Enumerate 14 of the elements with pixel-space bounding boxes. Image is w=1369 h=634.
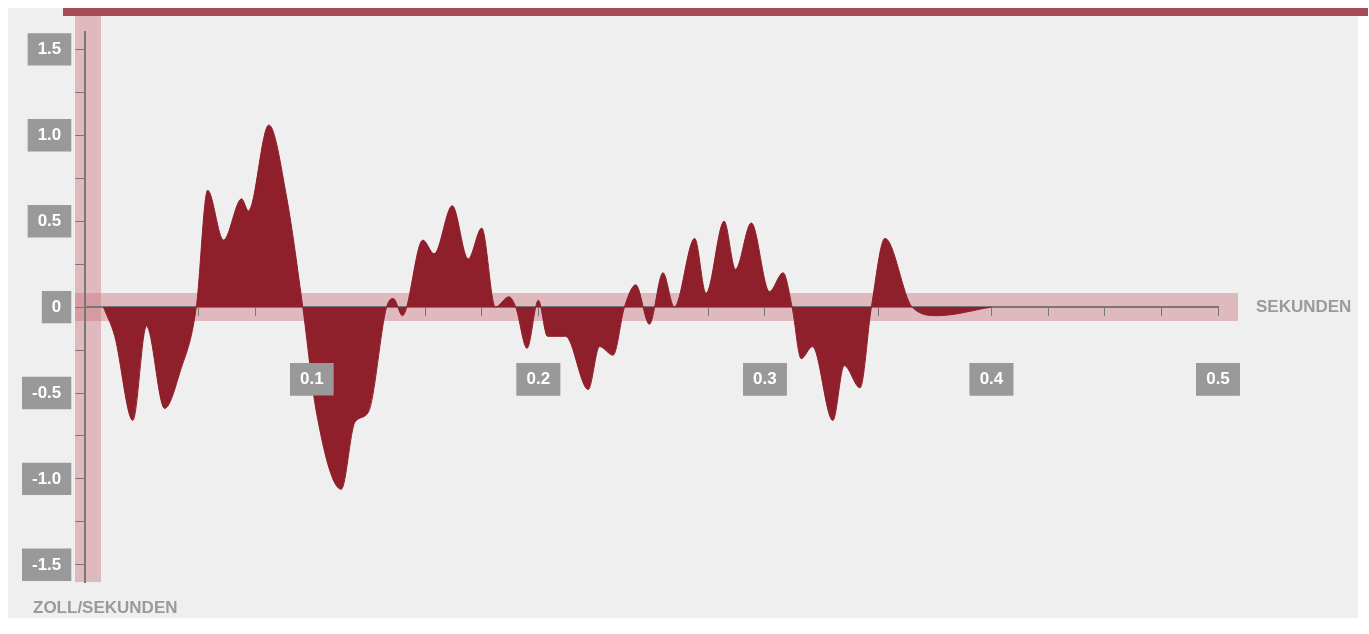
x-tick-label: 0.3	[753, 368, 777, 388]
x-tick-label: 0.4	[979, 368, 1004, 388]
x-tick-label: 0.2	[526, 368, 551, 388]
y-tick-label: -0.5	[32, 382, 62, 402]
y-tick-label: -1.5	[32, 554, 62, 574]
x-axis-title: SEKUNDEN	[1256, 296, 1352, 316]
y-tick-label: 1.5	[37, 39, 62, 59]
x-tick-label: 0.5	[1206, 368, 1230, 388]
y-tick-label: -1.0	[32, 468, 62, 488]
y-axis-title: ZOLL/SEKUNDEN	[33, 597, 178, 617]
y-tick-label: 1.0	[37, 124, 62, 144]
y-tick-label: 0	[51, 296, 62, 316]
x-tick-label: 0.1	[300, 368, 324, 388]
y-tick-label: 0.5	[37, 210, 62, 230]
